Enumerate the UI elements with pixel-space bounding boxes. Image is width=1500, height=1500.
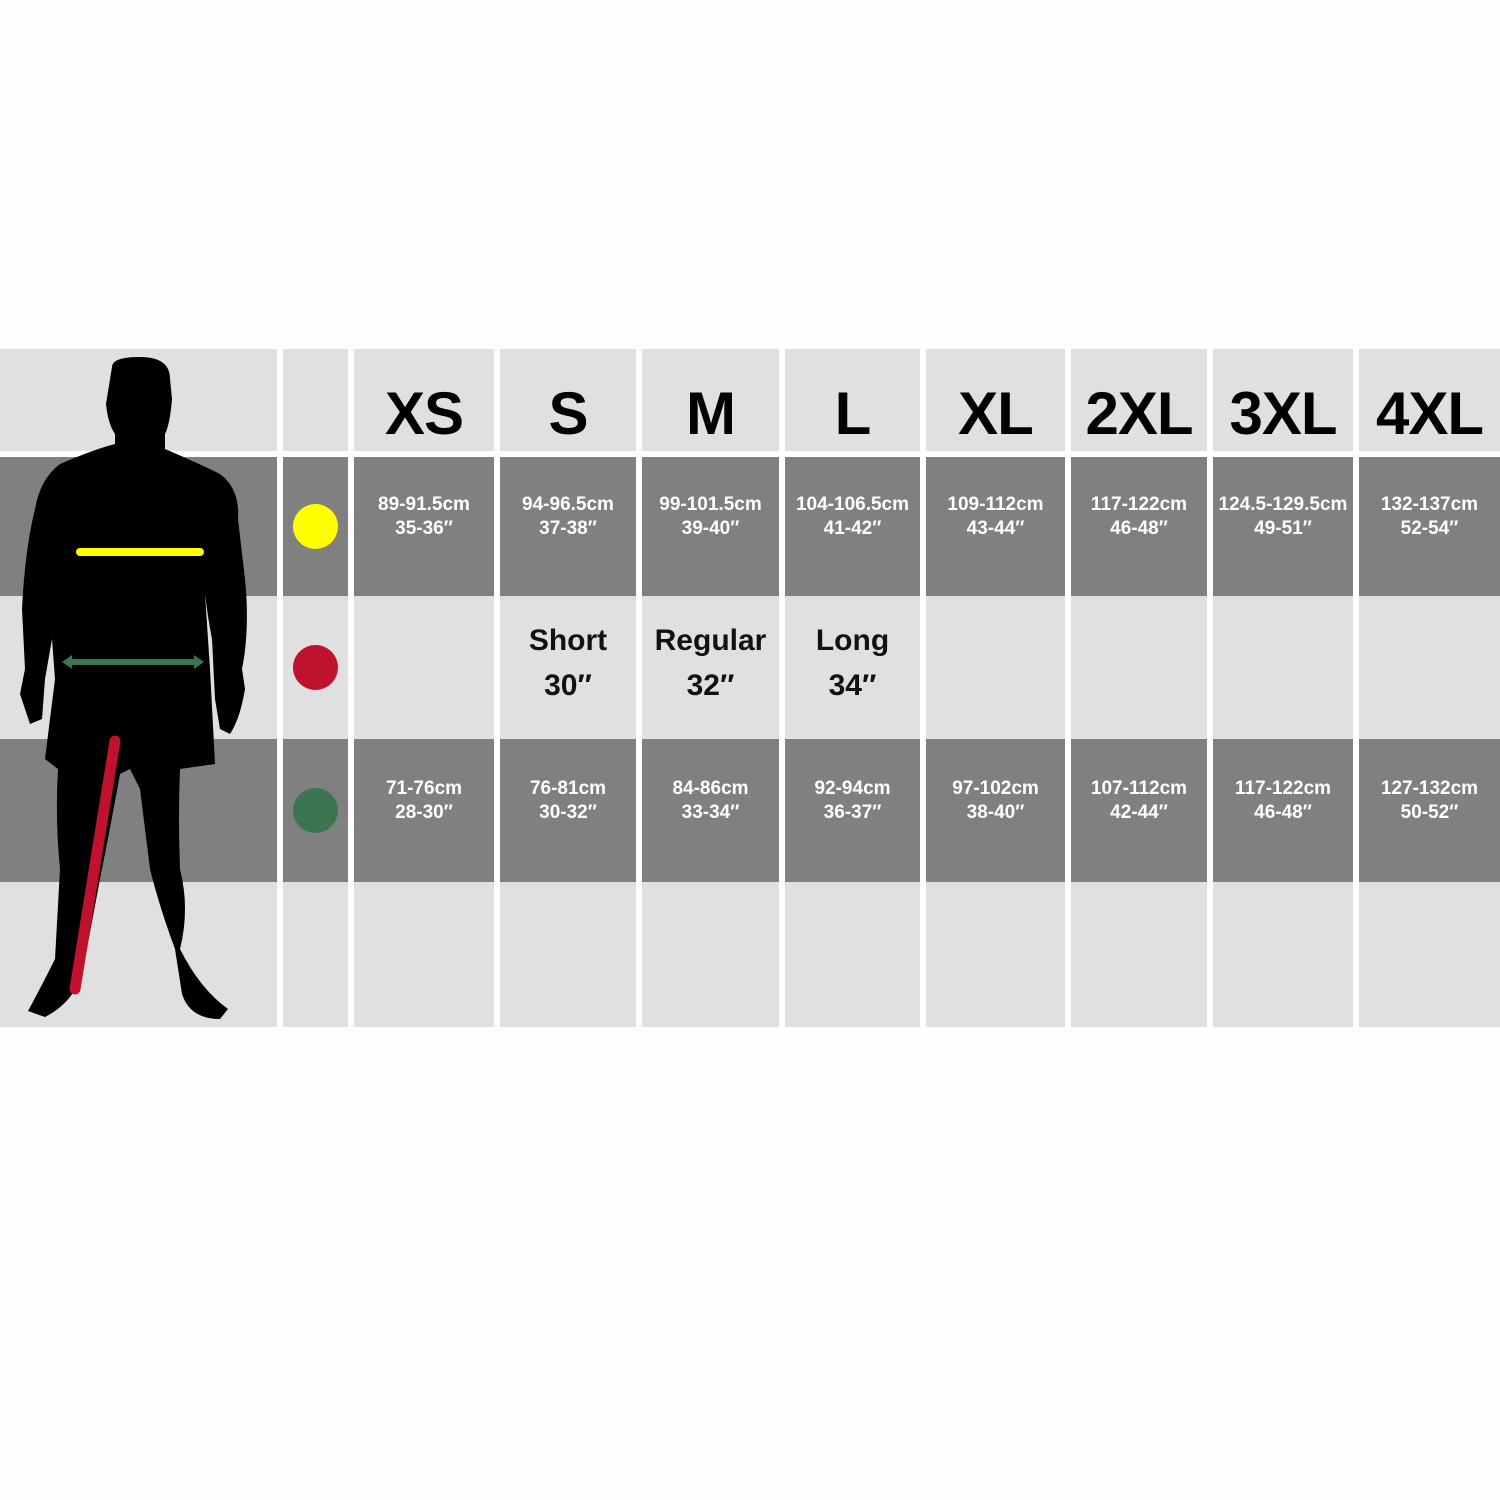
table-cell bbox=[1071, 882, 1207, 1027]
size-label-l: L bbox=[834, 380, 872, 447]
header-cell: XL bbox=[926, 349, 1065, 451]
table-cell: 109-112cm 43-44″ bbox=[926, 457, 1065, 596]
waist-value: 97-102cm bbox=[952, 777, 1039, 799]
table-cell bbox=[1213, 882, 1353, 1027]
table-cell: 76-81cm 30-32″ bbox=[500, 739, 636, 882]
table-cell: 107-112cm 42-44″ bbox=[1071, 739, 1207, 882]
size-label-3xl: 3XL bbox=[1229, 380, 1337, 447]
table-cell: 92-94cm 36-37″ bbox=[785, 739, 920, 882]
waist-value: 76-81cm bbox=[529, 777, 607, 799]
table-cell bbox=[1359, 596, 1500, 739]
waist-value: 46-48″ bbox=[1254, 801, 1312, 823]
inseam-value: 34″ bbox=[828, 668, 877, 702]
header-cell bbox=[283, 349, 348, 451]
chest-value: 99-101.5cm bbox=[659, 493, 762, 515]
header-cell: XS bbox=[354, 349, 494, 451]
table-cell: 97-102cm 38-40″ bbox=[926, 739, 1065, 882]
table-cell bbox=[283, 882, 348, 1027]
chest-measure-line bbox=[76, 548, 204, 556]
waist-value: 42-44″ bbox=[1110, 801, 1168, 823]
inseam-color-dot bbox=[293, 645, 338, 690]
chest-value: 117-122cm bbox=[1090, 493, 1188, 515]
table-cell: 89-91.5cm 35-36″ bbox=[354, 457, 494, 596]
size-label-m: M bbox=[686, 380, 736, 447]
waist-value: 28-30″ bbox=[395, 801, 453, 823]
chest-value: 52-54″ bbox=[1400, 517, 1459, 539]
inseam-value: Long bbox=[815, 623, 890, 657]
header-cell: 4XL bbox=[1359, 349, 1500, 451]
table-cell: 104-106.5cm 41-42″ bbox=[785, 457, 920, 596]
chest-value: 109-112cm bbox=[947, 493, 1044, 515]
table-cell: 94-96.5cm 37-38″ bbox=[500, 457, 636, 596]
inseam-value: 30″ bbox=[544, 668, 592, 702]
person-silhouette bbox=[20, 357, 247, 1019]
chest-value: 41-42″ bbox=[823, 517, 882, 539]
header-cell: 3XL bbox=[1213, 349, 1353, 451]
waist-value: 84-86cm bbox=[672, 777, 749, 799]
table-cell bbox=[354, 882, 494, 1027]
size-label-2xl: 2XL bbox=[1085, 380, 1193, 447]
waist-value: 117-122cm bbox=[1234, 777, 1332, 799]
table-cell: 124.5-129.5cm 49-51″ bbox=[1213, 457, 1353, 596]
table-cell: 117-122cm 46-48″ bbox=[1071, 457, 1207, 596]
table-cell: 71-76cm 28-30″ bbox=[354, 739, 494, 882]
chest-value: 35-36″ bbox=[395, 517, 453, 539]
table-cell bbox=[1213, 596, 1353, 739]
table-cell bbox=[642, 882, 779, 1027]
waist-value: 107-112cm bbox=[1090, 777, 1188, 799]
table-cell: 132-137cm 52-54″ bbox=[1359, 457, 1500, 596]
chest-value: 132-137cm bbox=[1380, 493, 1479, 515]
table-cell bbox=[283, 596, 348, 739]
table-cell bbox=[926, 882, 1065, 1027]
table-cell: Long 34″ bbox=[785, 596, 920, 739]
waist-value: 127-132cm bbox=[1380, 777, 1479, 799]
chest-value: 124.5-129.5cm bbox=[1218, 493, 1348, 515]
header-cell: M bbox=[642, 349, 779, 451]
table-cell bbox=[785, 882, 920, 1027]
size-label-xl: XL bbox=[958, 380, 1034, 447]
table-cell bbox=[354, 596, 494, 739]
chest-value: 37-38″ bbox=[539, 517, 597, 539]
table-cell: Regular 32″ bbox=[642, 596, 779, 739]
table-cell bbox=[500, 882, 636, 1027]
inseam-value: Regular bbox=[654, 623, 767, 657]
waist-value: 71-76cm bbox=[385, 777, 463, 799]
table-cell bbox=[283, 739, 348, 882]
chest-value: 43-44″ bbox=[966, 517, 1025, 539]
table-cell: Short 30″ bbox=[500, 596, 636, 739]
table-cell: 127-132cm 50-52″ bbox=[1359, 739, 1500, 882]
table-cell: 117-122cm 46-48″ bbox=[1213, 739, 1353, 882]
table-cell bbox=[1071, 596, 1207, 739]
waist-value: 30-32″ bbox=[539, 801, 597, 823]
chest-color-dot bbox=[293, 504, 338, 549]
inseam-value: Short bbox=[528, 623, 608, 657]
body-silhouette-figure bbox=[0, 349, 277, 1027]
waist-value: 38-40″ bbox=[966, 801, 1025, 823]
chest-value: 94-96.5cm bbox=[522, 493, 614, 515]
chest-value: 39-40″ bbox=[681, 517, 740, 539]
waist-value: 33-34″ bbox=[681, 801, 740, 823]
waist-value: 92-94cm bbox=[814, 777, 891, 799]
table-cell: 84-86cm 33-34″ bbox=[642, 739, 779, 882]
waist-value: 50-52″ bbox=[1400, 801, 1459, 823]
chest-value: 104-106.5cm bbox=[795, 493, 910, 515]
inseam-measure-line bbox=[69, 735, 121, 995]
header-cell: 2XL bbox=[1071, 349, 1207, 451]
chest-value: 89-91.5cm bbox=[378, 493, 470, 515]
table-cell: 99-101.5cm 39-40″ bbox=[642, 457, 779, 596]
size-label-xs: XS bbox=[384, 380, 464, 447]
chest-value: 49-51″ bbox=[1254, 517, 1312, 539]
table-cell bbox=[283, 457, 348, 596]
chest-value: 46-48″ bbox=[1110, 517, 1168, 539]
header-cell: L bbox=[785, 349, 920, 451]
inseam-value: 32″ bbox=[686, 668, 735, 702]
waist-value: 36-37″ bbox=[823, 801, 882, 823]
size-label-4xl: 4XL bbox=[1375, 380, 1484, 447]
header-cell: S bbox=[500, 349, 636, 451]
waist-measure-arrow bbox=[62, 655, 204, 669]
size-label-s: S bbox=[548, 380, 588, 447]
waist-color-dot bbox=[293, 788, 338, 833]
table-cell bbox=[926, 596, 1065, 739]
table-cell bbox=[1359, 882, 1500, 1027]
